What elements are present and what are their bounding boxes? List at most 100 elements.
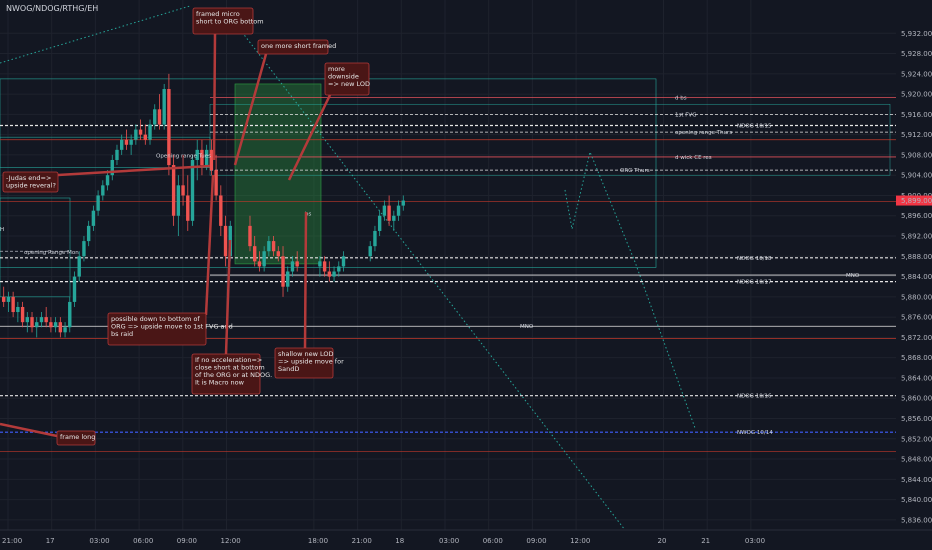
price-tick: 5,844.00 bbox=[901, 476, 932, 484]
time-axis: 21:00 17 03:00 06:00 09:00 12:00 18:00 21:00 18 0… bbox=[0, 529, 932, 545]
grid bbox=[0, 0, 896, 530]
level-label: NDOG 10/18 bbox=[737, 256, 772, 262]
candle bbox=[16, 306, 20, 313]
callout-box bbox=[2, 171, 59, 193]
callout-box bbox=[191, 353, 261, 395]
candle bbox=[49, 322, 53, 328]
level-label: NDOG 10/17 bbox=[737, 280, 772, 286]
price-tick: 5,860.00 bbox=[901, 395, 932, 403]
price-tick: 5,852.00 bbox=[901, 435, 932, 443]
annotation-line: more bbox=[328, 65, 345, 73]
annotation-line: SandD bbox=[278, 365, 299, 373]
candle bbox=[257, 261, 262, 267]
candle bbox=[368, 246, 372, 257]
candle bbox=[20, 306, 25, 323]
green-zone bbox=[234, 83, 322, 265]
time-tick: 03:00 bbox=[89, 537, 109, 545]
candle bbox=[204, 149, 209, 166]
candle bbox=[72, 276, 77, 302]
time-tick: 21 bbox=[701, 537, 710, 545]
callout-pointer bbox=[57, 164, 211, 177]
time-tick: 17 bbox=[46, 537, 55, 545]
levels: d bs 1st FVG NDOG 10/15 opening range Thurs… bbox=[0, 96, 896, 452]
annotation-line: If no acceleration=> bbox=[195, 356, 262, 364]
level-label: opening range Thurs bbox=[675, 130, 732, 136]
time-tick: 06:00 bbox=[483, 537, 503, 545]
candle bbox=[39, 317, 44, 323]
candle bbox=[373, 230, 377, 247]
annotation-line: of the ORG or at NDOG. bbox=[195, 371, 272, 379]
candle bbox=[276, 251, 280, 257]
candle bbox=[25, 317, 29, 323]
price-tick: 5,932.00 bbox=[901, 30, 932, 38]
annotation-line: shallow new LOD bbox=[278, 350, 333, 358]
annotation-line: ORG => upside move to 1st FVG and bbox=[111, 323, 233, 331]
time-tick: 20 bbox=[658, 537, 667, 545]
candle bbox=[281, 256, 285, 287]
candle bbox=[82, 241, 86, 257]
level-label: 1st FVG bbox=[675, 112, 696, 118]
candle bbox=[153, 109, 157, 125]
callout-pointer bbox=[303, 211, 308, 349]
candle bbox=[35, 322, 39, 328]
price-tick: 5,896.00 bbox=[901, 212, 932, 220]
candle bbox=[96, 195, 100, 211]
annotation-line: => upside move for bbox=[278, 358, 344, 366]
callout-pointer bbox=[233, 53, 268, 166]
candle bbox=[341, 256, 346, 267]
price-tick: 5,912.00 bbox=[901, 131, 932, 139]
price-tick: 5,888.00 bbox=[901, 253, 932, 261]
candle bbox=[387, 205, 391, 221]
projection-line-up bbox=[0, 5, 191, 64]
candle bbox=[295, 261, 299, 267]
projection-path bbox=[564, 150, 696, 429]
candle bbox=[248, 225, 252, 247]
candle bbox=[44, 317, 48, 323]
projection-line-down bbox=[224, 9, 626, 531]
time-tick: 06:00 bbox=[133, 537, 153, 545]
candle bbox=[105, 175, 110, 186]
price-tick: 5,928.00 bbox=[901, 50, 932, 58]
annotation-line: It is Macro now bbox=[195, 379, 245, 387]
price-tick: 5,920.00 bbox=[901, 91, 932, 99]
price-tick: 5,924.00 bbox=[901, 70, 932, 78]
price-tick: 5,884.00 bbox=[901, 273, 932, 281]
time-tick: 12:00 bbox=[570, 537, 590, 545]
candle bbox=[332, 271, 336, 277]
price-tick: 5,904.00 bbox=[901, 172, 932, 180]
price-axis: 5,836.00 5,840.00 5,844.00 5,848.00 5,852.00… bbox=[896, 0, 932, 550]
candle bbox=[290, 261, 295, 272]
candle bbox=[110, 159, 114, 176]
time-tick: 09:00 bbox=[177, 537, 197, 545]
annotation-line: short to ORG bottom bbox=[196, 18, 264, 26]
price-tick: 5,880.00 bbox=[901, 293, 932, 301]
callout-box bbox=[107, 312, 207, 346]
price-tick: 5,916.00 bbox=[901, 111, 932, 119]
candle bbox=[134, 129, 138, 140]
candle bbox=[195, 149, 199, 160]
candle bbox=[30, 317, 34, 328]
callout-box bbox=[56, 430, 96, 446]
range-box bbox=[0, 136, 211, 168]
time-tick: 18 bbox=[395, 537, 404, 545]
candle bbox=[327, 271, 332, 277]
annotation-line: frame long bbox=[60, 433, 95, 441]
annotations: framed micro short to ORG bottomframed m… bbox=[0, 7, 370, 446]
projection-lines bbox=[0, 5, 696, 531]
level-label: NDOG 10/16 bbox=[737, 394, 772, 400]
candle bbox=[124, 139, 129, 145]
callout-pointer bbox=[212, 33, 217, 161]
candle bbox=[219, 195, 223, 226]
level-label: ORG Thurs bbox=[620, 168, 650, 174]
label-opening-range-mon: opening Range Mon bbox=[24, 250, 79, 256]
time-tick: 03:00 bbox=[745, 537, 765, 545]
candle bbox=[101, 185, 105, 196]
chart-labels: Opening range Tues opening Range Mon bs H bbox=[0, 153, 311, 256]
level-label: MNO bbox=[846, 273, 860, 279]
candle bbox=[401, 200, 405, 206]
candle bbox=[6, 296, 11, 302]
candle bbox=[148, 124, 152, 140]
candle bbox=[382, 205, 387, 216]
candle bbox=[377, 215, 382, 231]
